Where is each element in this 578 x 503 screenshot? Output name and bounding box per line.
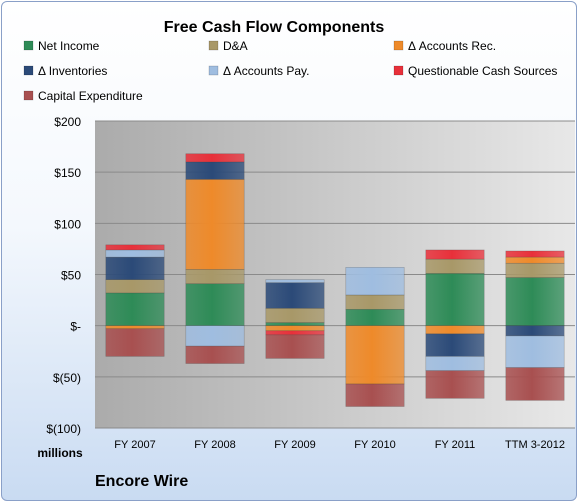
legend-item-inventories: Δ Inventories: [23, 64, 107, 78]
bar-capital-expenditure-ttm-3-2012: [505, 367, 565, 401]
bar-questionable-cash-sources-fy-2008: [185, 153, 245, 163]
legend-label: Net Income: [38, 39, 100, 53]
bar-net-income-fy-2011: [425, 273, 485, 326]
bar-inventories-ttm-3-2012: [505, 325, 565, 337]
bar-net-income-fy-2009: [265, 322, 325, 326]
gridlines: [95, 120, 575, 429]
legend-swatch: [208, 65, 219, 76]
bar-d-a-fy-2011: [425, 258, 485, 274]
x-category-label: FY 2010: [354, 439, 395, 451]
bar-questionable-cash-sources-fy-2011: [425, 249, 485, 260]
legend-label: D&A: [223, 39, 248, 53]
x-category-label: FY 2011: [435, 439, 476, 451]
bar-questionable-cash-sources-fy-2007: [105, 244, 165, 251]
legend-item-questionable-cash-sources: Questionable Cash Sources: [393, 64, 557, 78]
bar-accounts-pay-fy-2011: [425, 356, 485, 371]
y-tick-label: $50: [61, 269, 81, 283]
legend-label: Δ Inventories: [38, 64, 107, 78]
bar-d-a-fy-2010: [345, 294, 405, 310]
x-category-label: TTM 3-2012: [505, 439, 565, 451]
bar-accounts-pay-ttm-3-2012: [505, 335, 565, 368]
legend-item-capital-expenditure: Capital Expenditure: [23, 89, 143, 103]
bar-accounts-pay-fy-2008: [185, 325, 245, 347]
bar-net-income-fy-2008: [185, 283, 245, 326]
chart-title: Free Cash Flow Components: [164, 19, 385, 36]
x-category-label: FY 2008: [194, 439, 235, 451]
bar-questionable-cash-sources-ttm-3-2012: [505, 250, 565, 258]
legend-swatch: [23, 65, 34, 76]
axis: $(100) $(50) $- $50 $100 $150 $200 FY 2007 FY 20…: [46, 115, 565, 451]
bar-capital-expenditure-fy-2011: [425, 370, 485, 399]
bar-questionable-cash-sources-fy-2009: [265, 330, 325, 336]
bar-accounts-rec-fy-2010: [345, 325, 405, 385]
bar-d-a-fy-2007: [105, 279, 165, 294]
legend-swatch: [23, 90, 34, 101]
bar-accounts-rec-ttm-3-2012: [505, 256, 565, 264]
y-tick-label: $-: [70, 320, 81, 334]
bar-d-a-ttm-3-2012: [505, 262, 565, 278]
x-category-label: FY 2009: [274, 439, 315, 451]
bar-inventories-fy-2009: [265, 282, 325, 309]
bar-inventories-fy-2011: [425, 333, 485, 357]
bar-inventories-fy-2008: [185, 161, 245, 180]
bar-net-income-fy-2010: [345, 308, 405, 326]
y-tick-label: $200: [54, 115, 81, 129]
bar-accounts-pay-fy-2010: [345, 267, 405, 296]
y-tick-label: $(50): [53, 371, 81, 385]
legend-item-accounts-rec: Δ Accounts Rec.: [393, 39, 496, 53]
legend-swatch: [393, 65, 404, 76]
y-tick-label: $150: [54, 166, 81, 180]
bar-net-income-fy-2007: [105, 292, 165, 326]
legend-swatch: [393, 40, 404, 51]
legend-item-accounts-pay: Δ Accounts Pay.: [208, 64, 310, 78]
legend: Net Income D&A Δ Accounts Rec. Δ Inventorie…: [23, 39, 557, 103]
y-tick-label: $100: [54, 217, 81, 231]
bar-capital-expenditure-fy-2007: [105, 328, 165, 357]
legend-item-net-income: Net Income: [23, 39, 100, 53]
legend-item-d-a: D&A: [208, 39, 248, 53]
bar-accounts-rec-fy-2009: [265, 325, 325, 332]
bar-accounts-rec-fy-2007: [105, 325, 165, 330]
company-name: Encore Wire: [95, 473, 188, 490]
legend-label: Δ Accounts Rec.: [408, 39, 496, 53]
bar-capital-expenditure-fy-2010: [345, 383, 405, 407]
bars: [105, 153, 565, 407]
x-category-label: FY 2007: [114, 439, 155, 451]
legend-label: Δ Accounts Pay.: [223, 64, 310, 78]
bar-accounts-rec-fy-2011: [425, 325, 485, 335]
bar-d-a-fy-2009: [265, 307, 325, 323]
legend-label: Questionable Cash Sources: [408, 64, 557, 78]
y-axis-unit-label: millions: [37, 446, 83, 460]
bar-accounts-pay-fy-2007: [105, 249, 165, 258]
legend-swatch: [208, 40, 219, 51]
bar-net-income-ttm-3-2012: [505, 277, 565, 326]
legend-swatch: [23, 40, 34, 51]
bar-accounts-pay-fy-2009: [265, 279, 325, 283]
bar-d-a-fy-2008: [185, 269, 245, 285]
legend-label: Capital Expenditure: [38, 89, 143, 103]
y-tick-label: $(100): [46, 422, 81, 436]
bar-accounts-rec-fy-2008: [185, 179, 245, 270]
bar-capital-expenditure-fy-2008: [185, 345, 245, 364]
bar-inventories-fy-2007: [105, 256, 165, 280]
bar-capital-expenditure-fy-2009: [265, 334, 325, 359]
